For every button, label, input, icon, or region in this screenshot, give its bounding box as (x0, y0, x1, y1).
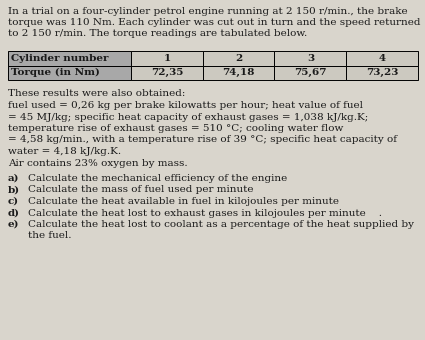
Bar (8, 51, 131, 66)
Text: Calculate the mechanical efficiency of the engine: Calculate the mechanical efficiency of t… (28, 174, 287, 183)
Bar (131, 51, 203, 66)
Text: d): d) (8, 208, 20, 218)
Text: 72,35: 72,35 (151, 68, 183, 77)
Text: 75,67: 75,67 (294, 68, 327, 77)
Text: Cylinder number: Cylinder number (11, 54, 108, 63)
Text: c): c) (8, 197, 19, 206)
Text: 73,23: 73,23 (366, 68, 398, 77)
Text: = 45 MJ/kg; specific heat capacity of exhaust gases = 1,038 kJ/kg.K;: = 45 MJ/kg; specific heat capacity of ex… (8, 113, 368, 121)
Text: a): a) (8, 174, 20, 183)
Text: Air contains 23% oxygen by mass.: Air contains 23% oxygen by mass. (8, 158, 187, 168)
Bar (8, 66, 131, 80)
Text: 74,18: 74,18 (222, 68, 255, 77)
Text: Calculate the heat lost to exhaust gases in kilojoules per minute    .: Calculate the heat lost to exhaust gases… (28, 208, 382, 218)
Text: e): e) (8, 220, 20, 229)
Text: 3: 3 (307, 54, 314, 63)
Text: 1: 1 (163, 54, 170, 63)
Text: Torque (in Nm): Torque (in Nm) (11, 68, 100, 77)
Text: torque was 110 Nm. Each cylinder was cut out in turn and the speed returned: torque was 110 Nm. Each cylinder was cut… (8, 18, 420, 27)
Text: temperature rise of exhaust gases = 510 °C; cooling water flow: temperature rise of exhaust gases = 510 … (8, 124, 343, 133)
Bar (131, 66, 203, 80)
Bar (275, 66, 346, 80)
Text: 4: 4 (379, 54, 385, 63)
Bar (203, 51, 275, 66)
Text: These results were also obtained:: These results were also obtained: (8, 89, 185, 99)
Text: = 4,58 kg/min., with a temperature rise of 39 °C; specific heat capacity of: = 4,58 kg/min., with a temperature rise … (8, 136, 397, 144)
Text: to 2 150 r/min. The torque readings are tabulated below.: to 2 150 r/min. The torque readings are … (8, 30, 307, 38)
Text: 2: 2 (235, 54, 242, 63)
Bar (346, 51, 418, 66)
Text: fuel used = 0,26 kg per brake kilowatts per hour; heat value of fuel: fuel used = 0,26 kg per brake kilowatts … (8, 101, 363, 110)
Text: water = 4,18 kJ/kg.K.: water = 4,18 kJ/kg.K. (8, 147, 121, 156)
Text: Calculate the heat available in fuel in kilojoules per minute: Calculate the heat available in fuel in … (28, 197, 339, 206)
Text: b): b) (8, 186, 20, 194)
Text: Calculate the mass of fuel used per minute: Calculate the mass of fuel used per minu… (28, 186, 253, 194)
Bar (346, 66, 418, 80)
Text: the fuel.: the fuel. (28, 232, 71, 240)
Text: Calculate the heat lost to coolant as a percentage of the heat supplied by: Calculate the heat lost to coolant as a … (28, 220, 414, 229)
Bar (203, 66, 275, 80)
Text: In a trial on a four-cylinder petrol engine running at 2 150 r/min., the brake: In a trial on a four-cylinder petrol eng… (8, 6, 408, 16)
Bar (275, 51, 346, 66)
